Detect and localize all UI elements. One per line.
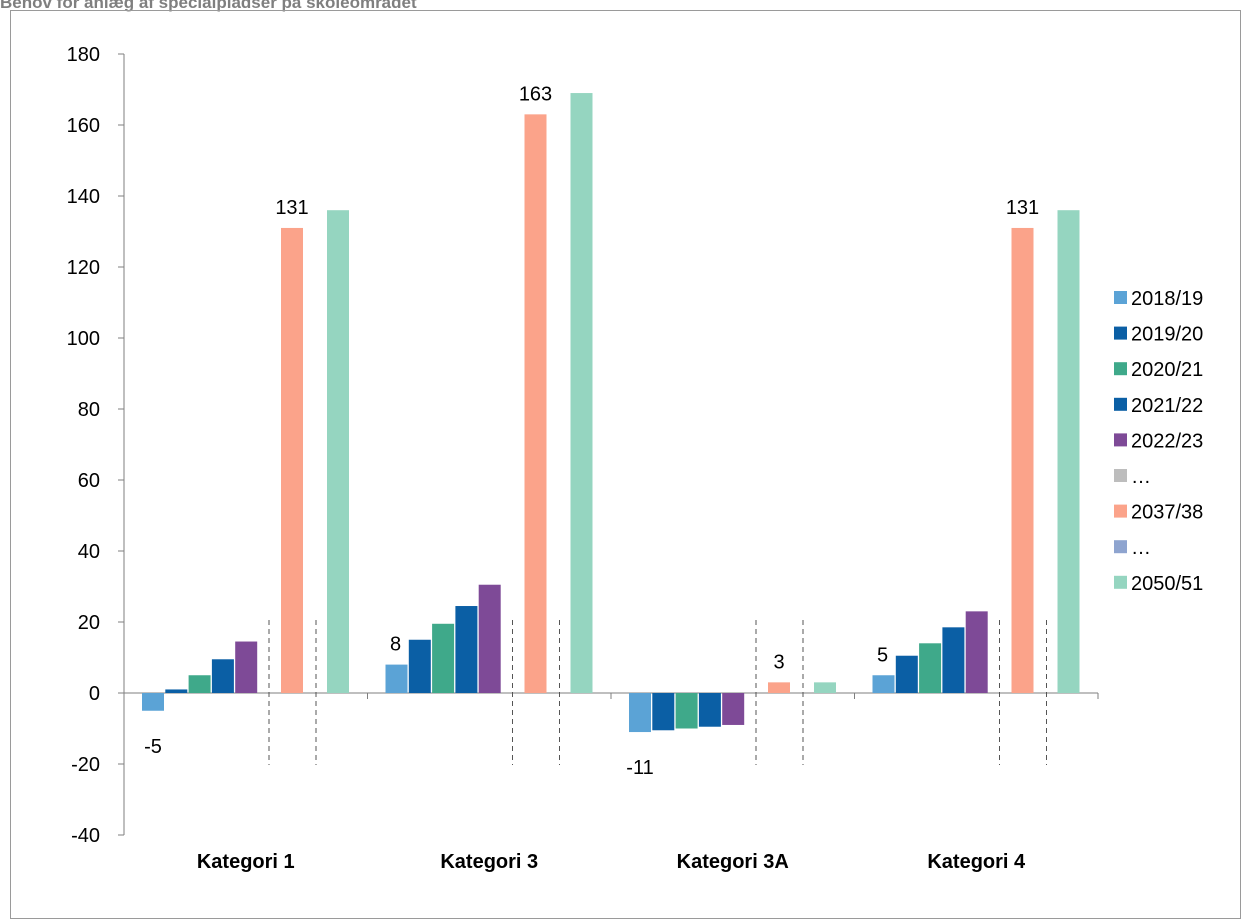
- bar: [211, 659, 234, 693]
- legend-swatch: [1114, 469, 1127, 482]
- y-tick-label: 0: [89, 683, 100, 705]
- bar: [722, 693, 745, 725]
- bar: [1011, 227, 1034, 693]
- category-label: Kategori 3: [440, 851, 538, 873]
- bar: [142, 693, 164, 711]
- bar: [327, 210, 349, 693]
- legend-swatch: [1114, 575, 1127, 589]
- legend-swatch: [1114, 362, 1127, 376]
- bar: [281, 227, 303, 693]
- legend-swatch: [1114, 397, 1127, 411]
- bar: [385, 664, 408, 693]
- category-label: Kategori 4: [927, 851, 1026, 873]
- category-label: Kategori 3A: [677, 851, 789, 873]
- data-label: 5: [877, 644, 888, 666]
- y-tick-label: 60: [78, 470, 100, 492]
- legend-label: 2021/22: [1131, 395, 1203, 417]
- bar: [1057, 210, 1080, 693]
- legend-swatch: [1114, 540, 1127, 554]
- bar: [165, 689, 188, 693]
- legend-swatch: [1114, 433, 1127, 447]
- legend-label: 2018/19: [1131, 288, 1203, 310]
- bar: [570, 93, 593, 694]
- bar: [235, 641, 258, 693]
- data-label: 131: [1006, 197, 1039, 219]
- legend-swatch: [1114, 504, 1127, 518]
- bar: [524, 114, 547, 694]
- data-label: -11: [626, 757, 653, 779]
- y-tick-label: 100: [67, 328, 100, 350]
- y-tick-label: 80: [78, 399, 100, 421]
- bar: [698, 693, 721, 727]
- y-tick-label: 40: [78, 541, 100, 563]
- legend-label: 2020/21: [1131, 359, 1203, 381]
- y-tick-label: 120: [67, 257, 100, 279]
- legend-label: …: [1131, 537, 1151, 559]
- bar: [942, 627, 965, 693]
- legend-label: 2037/38: [1131, 502, 1203, 524]
- legend-label: 2019/20: [1131, 324, 1203, 346]
- data-label: 131: [275, 197, 308, 219]
- bar: [965, 611, 988, 693]
- data-label: -5: [144, 736, 162, 758]
- data-label: 3: [773, 651, 784, 673]
- bar: [408, 639, 431, 693]
- bar: [872, 675, 895, 693]
- y-tick-label: 140: [67, 186, 100, 208]
- y-tick-label: -40: [71, 825, 100, 847]
- bar: [814, 682, 836, 693]
- legend-swatch: [1114, 326, 1127, 340]
- y-tick-label: 180: [67, 44, 100, 66]
- bar: [629, 693, 651, 733]
- legend-label: 2022/23: [1131, 430, 1203, 452]
- bar: [675, 693, 698, 729]
- bar: [432, 623, 455, 693]
- bar: [455, 606, 478, 693]
- chart-title: Behov for anlæg af specialpladser på sko…: [0, 0, 417, 12]
- legend-label: …: [1131, 466, 1151, 488]
- category-label: Kategori 1: [197, 851, 295, 873]
- y-tick-label: 20: [78, 612, 100, 634]
- bar: [895, 655, 918, 693]
- bar: [478, 584, 501, 693]
- legend-swatch: [1114, 291, 1127, 304]
- chart-frame: [10, 10, 1241, 919]
- legend-label: 2050/51: [1131, 573, 1203, 595]
- data-label: 8: [390, 634, 401, 656]
- bar: [768, 682, 790, 693]
- bar: [919, 643, 942, 693]
- bar: [188, 675, 211, 693]
- data-label: 163: [519, 83, 552, 105]
- y-tick-label: 160: [67, 115, 100, 137]
- y-tick-label: -20: [71, 754, 100, 776]
- bar: [652, 693, 675, 731]
